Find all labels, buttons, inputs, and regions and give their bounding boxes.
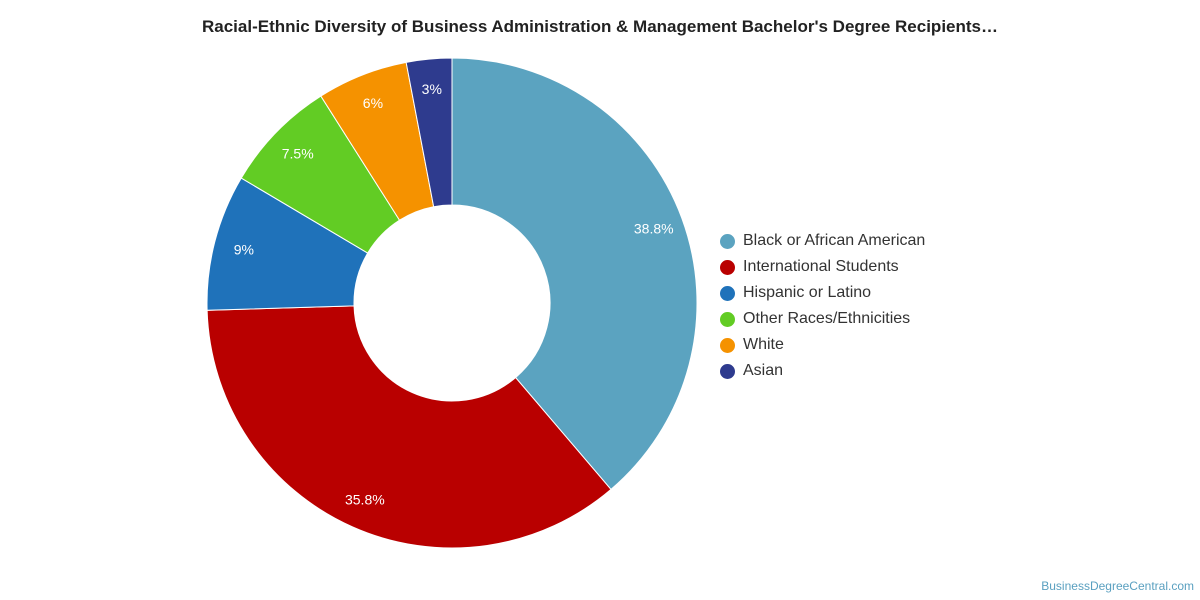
legend-item[interactable]: Asian bbox=[720, 358, 925, 384]
legend-label: Hispanic or Latino bbox=[743, 284, 872, 301]
slice-label: 9% bbox=[234, 241, 254, 257]
legend-swatch bbox=[720, 233, 735, 249]
slice-label: 3% bbox=[422, 81, 442, 97]
legend-swatch bbox=[720, 259, 735, 275]
legend-swatch bbox=[720, 311, 735, 327]
slice-international-students[interactable] bbox=[206, 305, 612, 549]
legend-label: Asian bbox=[743, 362, 784, 379]
slice-black-or-african-american[interactable] bbox=[451, 57, 698, 491]
slice-label: 6% bbox=[363, 95, 383, 111]
slice-label: 7.5% bbox=[282, 145, 314, 161]
legend-label: Other Races/Ethnicities bbox=[743, 310, 911, 327]
legend-label: International Students bbox=[743, 258, 899, 275]
slice-asian[interactable] bbox=[405, 57, 453, 208]
slice-label: 38.8% bbox=[634, 221, 674, 237]
legend-swatch bbox=[720, 363, 735, 379]
source-link[interactable]: BusinessDegreeCentral.com bbox=[1041, 579, 1194, 593]
legend-item[interactable]: International Students bbox=[720, 254, 925, 280]
legend-label: White bbox=[743, 336, 784, 353]
legend-swatch bbox=[720, 337, 735, 353]
chart-legend: Black or African American International S… bbox=[720, 228, 925, 384]
legend-label: Black or African American bbox=[743, 232, 926, 249]
legend-item[interactable]: Hispanic or Latino bbox=[720, 280, 925, 306]
legend-item[interactable]: Other Races/Ethnicities bbox=[720, 306, 925, 332]
legend-item[interactable]: Black or African American bbox=[720, 228, 925, 254]
chart-title: Racial-Ethnic Diversity of Business Admi… bbox=[201, 17, 998, 36]
slice-label: 35.8% bbox=[345, 492, 385, 508]
legend-item[interactable]: White bbox=[720, 332, 925, 358]
legend-swatch bbox=[720, 285, 735, 301]
